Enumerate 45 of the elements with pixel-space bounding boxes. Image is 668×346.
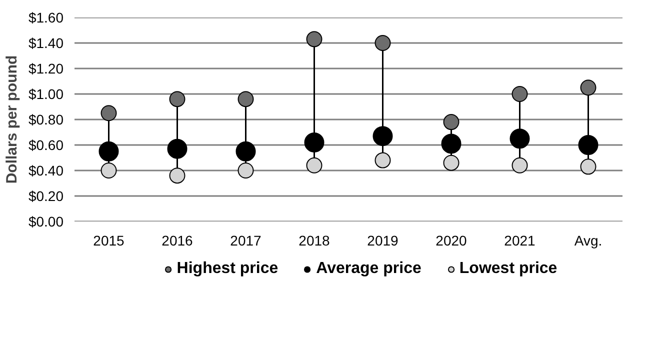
legend-label: Lowest price (459, 260, 558, 278)
y-tick-label: $0.80 (28, 112, 64, 128)
x-tick-label: 2018 (298, 232, 330, 248)
point (169, 168, 186, 184)
x-tick-label: Avg. (574, 232, 602, 248)
y-tick-label: $1.40 (28, 35, 64, 51)
x-tick-label: 2019 (367, 232, 399, 248)
point (306, 31, 322, 48)
y-tick-label: $1.00 (28, 86, 64, 102)
x-tick-label: 2016 (162, 232, 194, 248)
legend-label: Average price (316, 260, 422, 278)
point (580, 158, 596, 175)
point (238, 91, 254, 108)
point (374, 152, 391, 168)
point (443, 114, 460, 130)
x-tick-label: 2021 (504, 232, 536, 248)
point (512, 157, 528, 174)
point (169, 91, 186, 108)
y-tick-label: $0.20 (28, 188, 64, 204)
point (512, 86, 528, 102)
point (304, 132, 324, 152)
point (167, 138, 188, 159)
y-tick-label: $0.40 (28, 162, 64, 178)
point (372, 126, 393, 146)
x-tick-label: 2020 (436, 232, 468, 248)
point (306, 157, 322, 174)
x-tick-label: 2015 (93, 232, 125, 248)
point (374, 35, 391, 51)
point (98, 141, 119, 162)
x-tick-label: 2017 (230, 232, 262, 248)
legend-label: Highest price (176, 260, 278, 278)
point (238, 162, 254, 178)
y-tick-label: $1.60 (28, 10, 64, 26)
point (100, 162, 117, 178)
point (441, 134, 462, 154)
point (100, 105, 117, 122)
y-axis-title: Dollars per pound (3, 55, 20, 184)
point (443, 154, 460, 171)
y-tick-label: $1.20 (28, 60, 64, 76)
point (510, 128, 530, 149)
point (236, 141, 256, 162)
point (578, 135, 598, 155)
y-tick-label: $0.00 (28, 214, 64, 230)
y-tick-label: $0.60 (28, 137, 64, 153)
point (580, 80, 596, 96)
